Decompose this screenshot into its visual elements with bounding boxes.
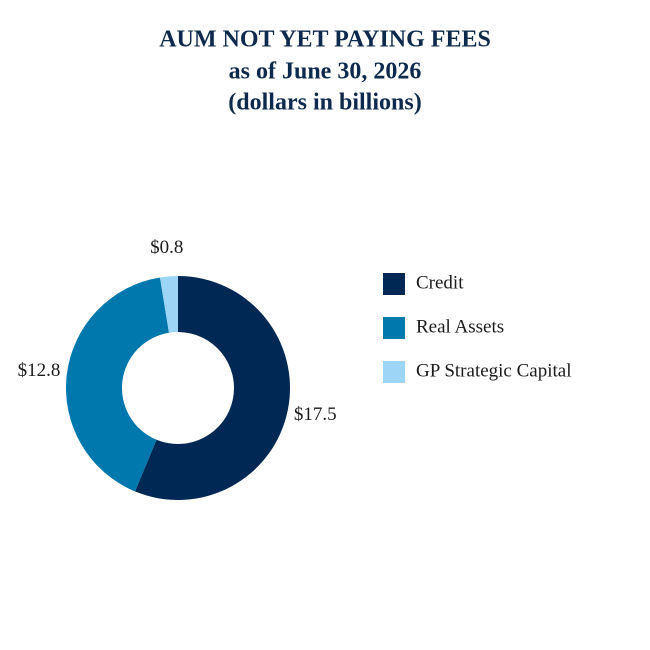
chart-subtitle: (dollars in billions) — [228, 90, 421, 116]
legend-label: Real Assets — [416, 316, 504, 337]
value-label: $0.8 — [150, 237, 183, 258]
legend-swatch — [383, 361, 405, 383]
donut-slice — [159, 276, 178, 333]
donut-slice — [135, 276, 291, 500]
chart-subtitle: as of June 30, 2026 — [229, 59, 422, 85]
donut-slice — [65, 277, 169, 492]
value-label: $12.8 — [18, 360, 61, 381]
legend-swatch — [383, 273, 405, 295]
chart-title: AUM NOT YET PAYING FEES — [159, 27, 491, 53]
legend-swatch — [383, 317, 405, 339]
legend-label: Credit — [416, 272, 464, 293]
legend-label: GP Strategic Capital — [416, 360, 572, 381]
value-label: $17.5 — [294, 404, 337, 425]
